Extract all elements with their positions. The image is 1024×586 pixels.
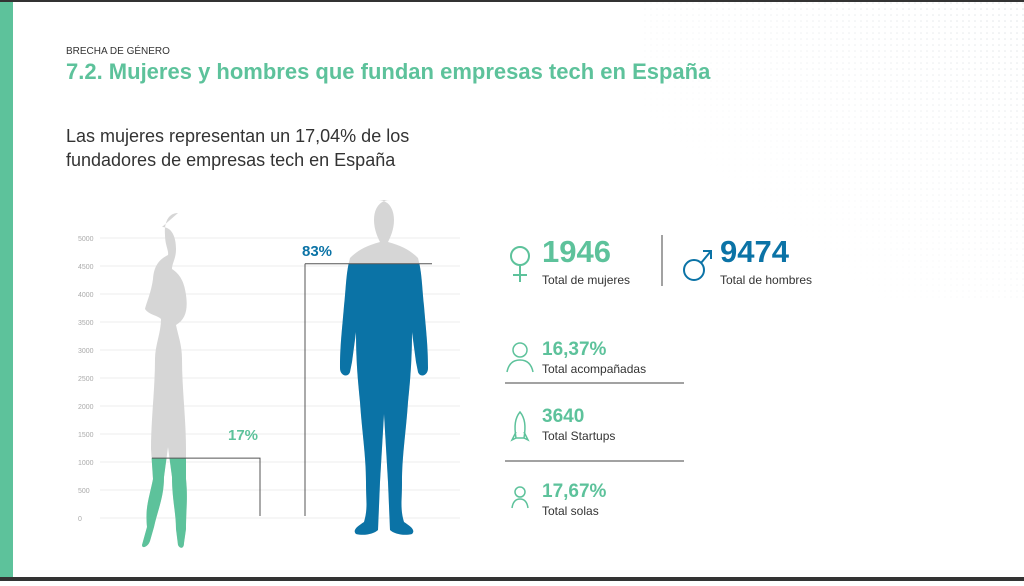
subtitle: Las mujeres representan un 17,04% de los [66, 126, 409, 146]
y-tick-label: 0 [78, 516, 82, 523]
bottom-border [0, 577, 1024, 581]
stat-label: Total acompañadas [542, 362, 646, 376]
y-tick-label: 5000 [78, 236, 94, 243]
y-tick-label: 3000 [78, 348, 94, 355]
percent-label: 83% [302, 243, 332, 260]
y-tick-label: 3500 [78, 320, 94, 327]
stats: 1946 Total de mujeres 9474 Total de hombres… [505, 234, 812, 518]
level-bracket [152, 457, 261, 516]
y-tick-label: 4000 [78, 292, 94, 299]
male-icon [683, 250, 712, 281]
woman-icon [506, 342, 534, 373]
person-icon [511, 486, 529, 509]
top-border [0, 0, 1024, 2]
pictogram: 0 500 1000 1500 2000 2500 3000 3500 4000 4500 5000… [78, 200, 460, 548]
title: 7.2. Mujeres y hombres que fundan empres… [66, 59, 711, 84]
stat-label: Total Startups [542, 429, 615, 443]
rocket-icon [510, 410, 530, 442]
y-tick-label: 2500 [78, 376, 94, 383]
stat-label: Total solas [542, 504, 599, 518]
total-label: Total de hombres [720, 273, 812, 287]
stat-value: 3640 [542, 406, 584, 427]
subtitle: fundadores de empresas tech en España [66, 150, 396, 170]
y-tick-label: 4500 [78, 264, 94, 271]
stat-value: 16,37% [542, 339, 607, 360]
side-bar [0, 0, 13, 581]
y-tick-label: 1000 [78, 460, 94, 467]
y-tick-label: 2000 [78, 404, 94, 411]
dot-fade [640, 0, 1024, 300]
y-tick-label: 500 [78, 488, 90, 495]
y-tick-label: 1500 [78, 432, 94, 439]
percent-label: 17% [228, 427, 258, 444]
total-value: 1946 [542, 234, 611, 269]
stat-value: 17,67% [542, 481, 607, 502]
total-label: Total de mujeres [542, 273, 630, 287]
kicker: BRECHA DE GÉNERO [66, 44, 170, 57]
female-icon [510, 246, 530, 282]
total-value: 9474 [720, 234, 790, 269]
